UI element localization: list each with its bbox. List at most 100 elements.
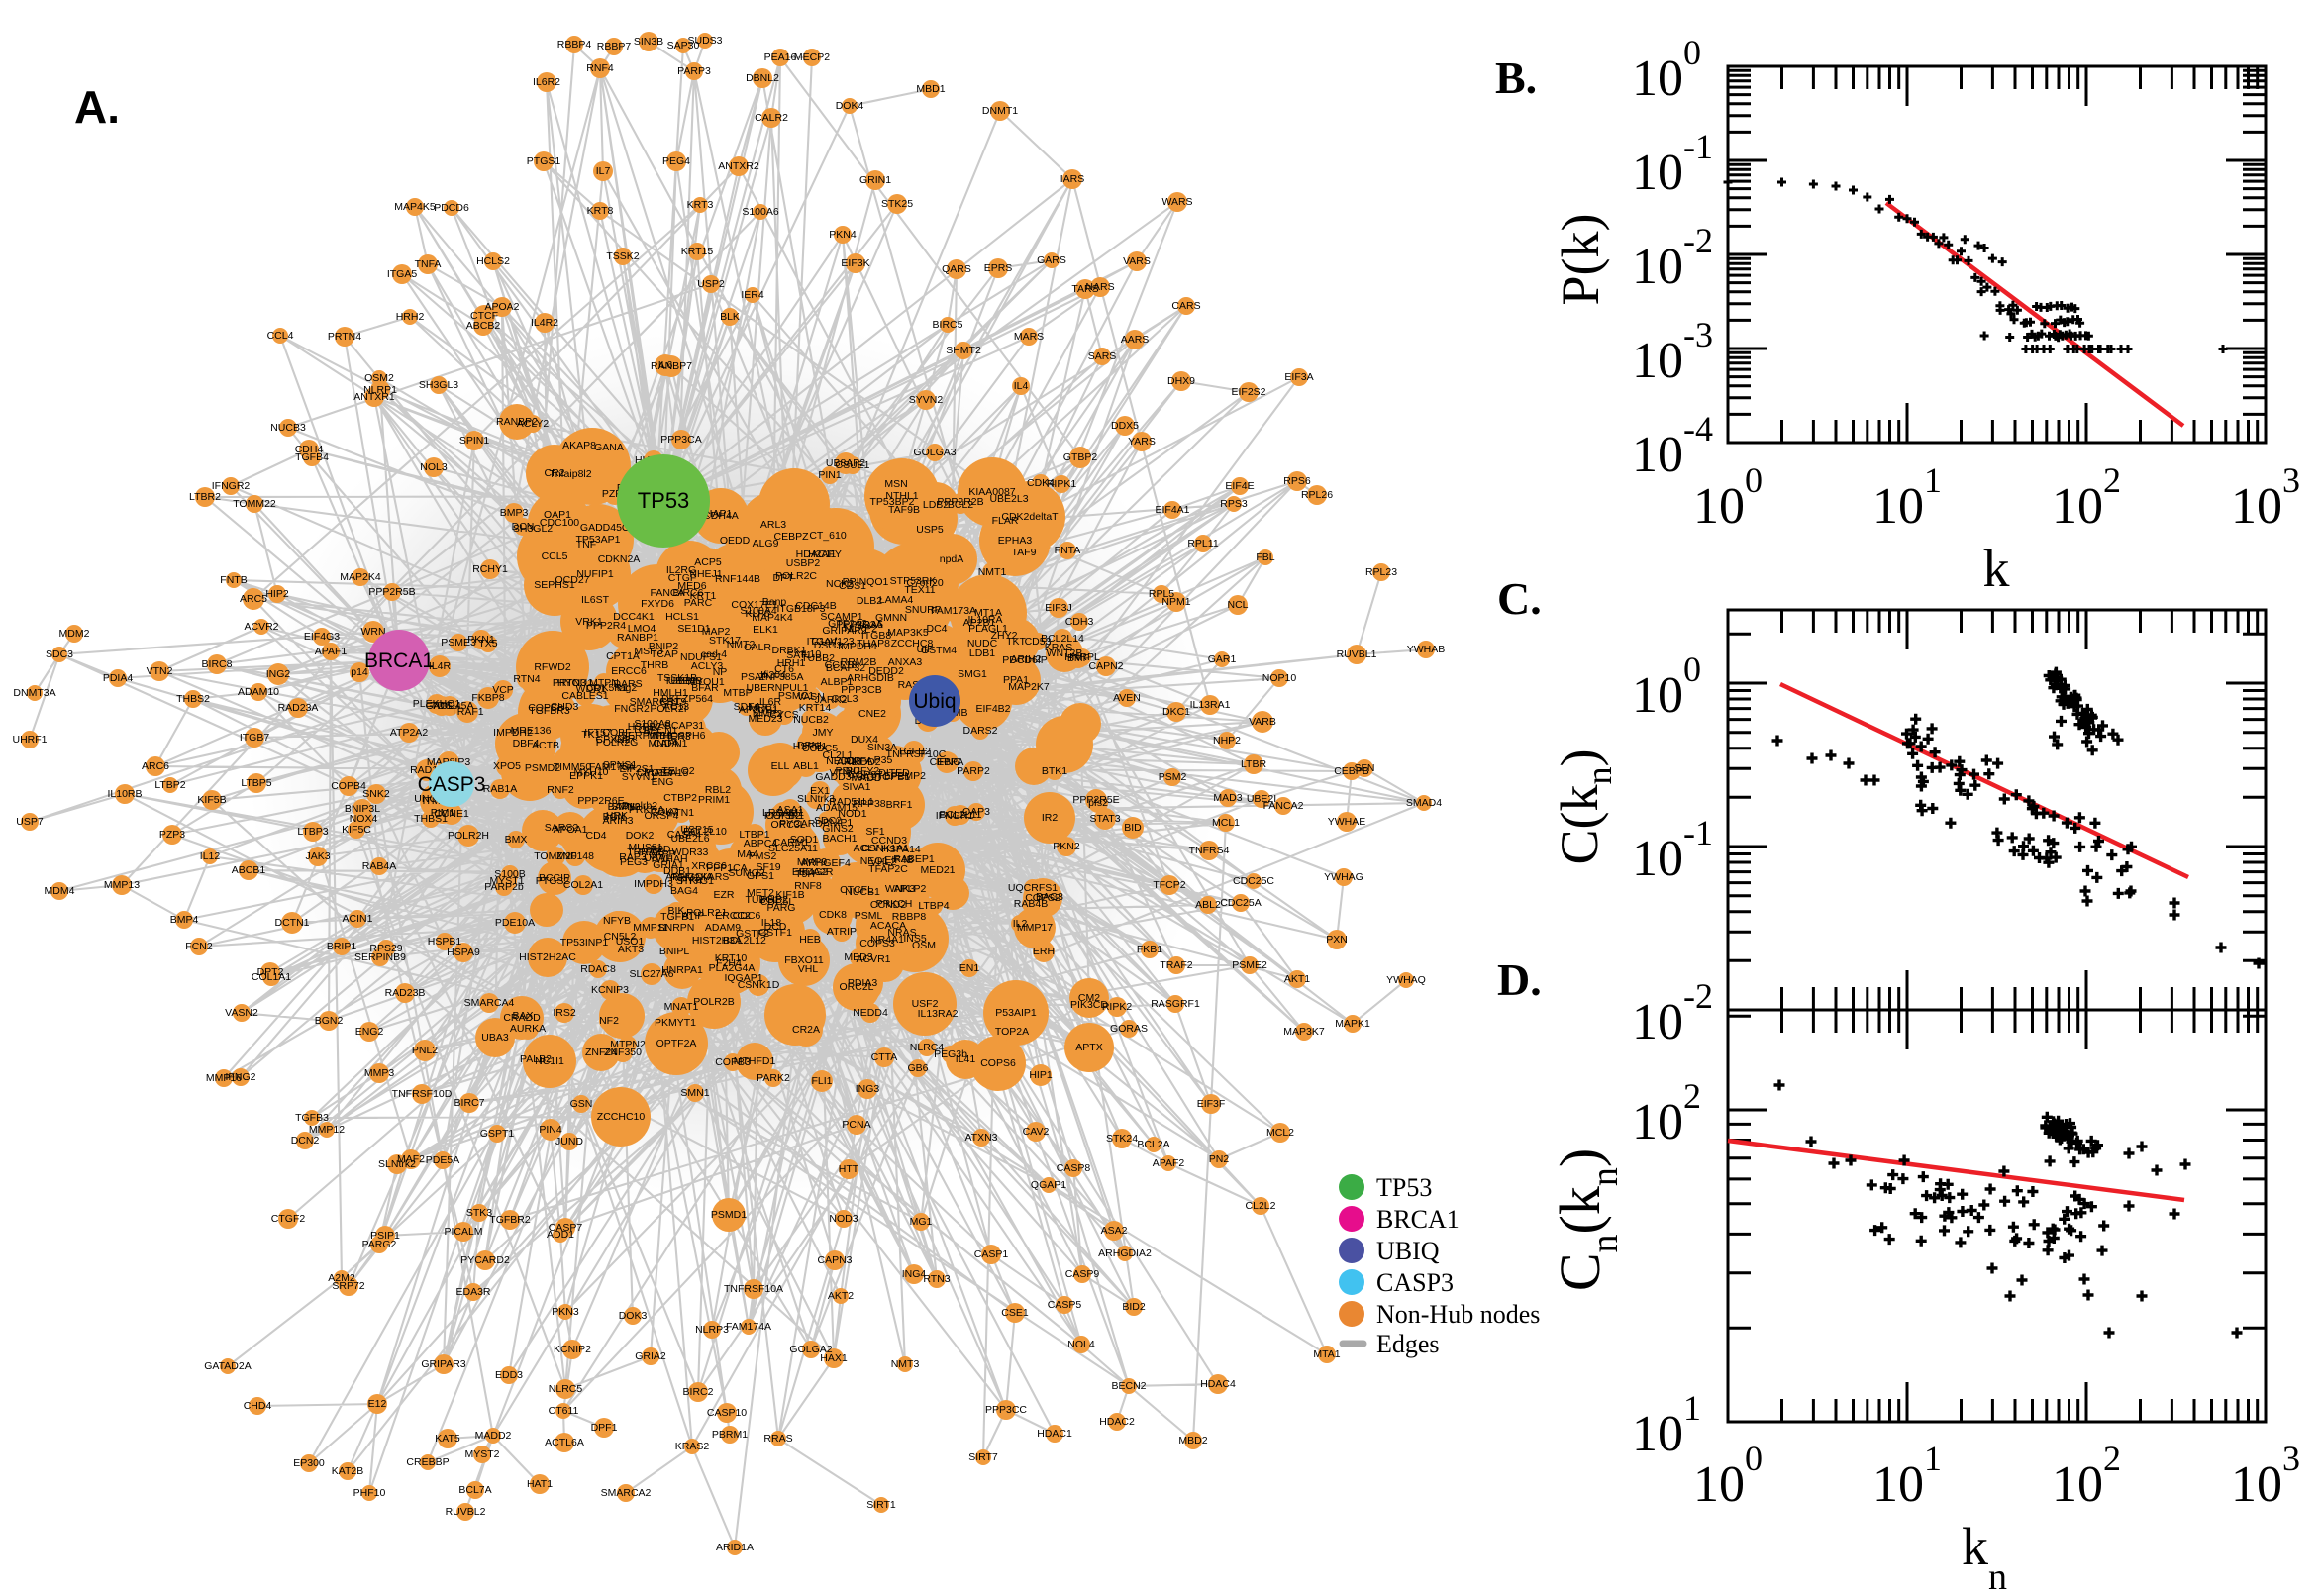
svg-text:LRSAM1: LRSAM1 [762,807,804,819]
svg-text:APOA1: APOA1 [553,824,587,836]
svg-text:MED6: MED6 [677,580,706,592]
svg-text:CTGF: CTGF [668,572,697,584]
svg-text:DUX4: DUX4 [851,734,878,746]
svg-text:YARS: YARS [1128,436,1156,448]
svg-text:HMLH1: HMLH1 [653,687,688,699]
svg-text:PIN1: PIN1 [818,469,842,481]
svg-text:ACLY3: ACLY3 [691,660,724,672]
svg-text:RAD23B: RAD23B [385,987,426,999]
svg-text:RCHY1: RCHY1 [472,563,508,575]
svg-text:TAF9: TAF9 [1012,547,1037,558]
svg-text:BMX: BMX [505,834,528,846]
svg-text:RNF4: RNF4 [586,62,614,74]
svg-text:BID2: BID2 [1122,1301,1146,1313]
svg-text:ASA2: ASA2 [1101,1225,1128,1237]
svg-text:SERPINB8: SERPINB8 [621,730,672,742]
svg-text:RPP38: RPP38 [853,798,885,810]
svg-text:ADAM10: ADAM10 [238,686,279,698]
svg-text:KRT9: KRT9 [660,696,687,708]
svg-text:EN1: EN1 [960,962,980,974]
svg-text:NHP2: NHP2 [1213,735,1241,747]
svg-text:C(kn): C(kn) [1550,749,1619,865]
svg-text:PSML: PSML [855,910,883,922]
svg-text:KARS: KARS [701,871,730,883]
svg-text:NFYB: NFYB [603,915,631,927]
svg-text:TFCP2: TFCP2 [1153,879,1185,891]
svg-text:MMP16: MMP16 [206,1072,242,1084]
svg-text:GADD45A: GADD45A [425,700,473,712]
svg-text:STAT3: STAT3 [1089,813,1120,825]
svg-text:HEB: HEB [799,934,821,946]
svg-text:MSH3: MSH3 [634,646,662,657]
svg-text:MYST1: MYST1 [489,875,524,887]
svg-text:GSPT1: GSPT1 [480,1128,515,1140]
svg-text:DKC1: DKC1 [1162,706,1190,718]
svg-text:MTPN: MTPN [589,677,619,689]
svg-text:BRCA1: BRCA1 [364,649,434,672]
svg-text:ELL: ELL [771,760,790,772]
svg-text:FLI1: FLI1 [811,1075,832,1087]
svg-text:EIF4E: EIF4E [1225,480,1254,492]
svg-text:POLR2H: POLR2H [448,830,489,842]
svg-text:UBA1: UBA1 [644,852,671,864]
svg-text:NEDD8: NEDD8 [826,755,861,767]
svg-text:ARC5: ARC5 [240,593,267,605]
svg-text:PLA2G4A: PLA2G4A [709,962,756,974]
svg-text:YWHAE: YWHAE [1328,816,1366,828]
svg-text:ENG2: ENG2 [355,1026,384,1038]
svg-text:MSN: MSN [884,478,907,490]
svg-text:ABL1: ABL1 [793,760,819,772]
svg-text:GOLGA2: GOLGA2 [789,1344,832,1355]
svg-text:BLK: BLK [720,311,740,323]
svg-text:ALBP1: ALBP1 [821,676,854,688]
svg-text:CAPN3: CAPN3 [817,1254,852,1266]
svg-text:ACTL6A: ACTL6A [545,1437,584,1448]
svg-text:KIF1B: KIF1B [775,889,804,901]
svg-text:BRIP1: BRIP1 [327,941,357,952]
svg-text:A2M2: A2M2 [328,1272,355,1284]
svg-text:CCDC5: CCDC5 [802,743,838,754]
svg-text:LDB2: LDB2 [923,499,949,511]
svg-text:RIPK1: RIPK1 [1047,478,1077,490]
svg-text:BFAR: BFAR [691,682,719,694]
svg-text:IFT57: IFT57 [584,727,612,739]
svg-text:PARG: PARG [767,902,796,914]
svg-text:MAP2K7: MAP2K7 [1008,681,1050,693]
svg-text:HCLS1: HCLS1 [665,611,699,623]
svg-text:RRM2: RRM2 [670,872,700,884]
svg-text:RAP3: RAP3 [619,851,647,863]
svg-text:SYVN2: SYVN2 [909,394,944,406]
svg-text:TUBB2: TUBB2 [801,652,835,664]
svg-text:TGFBR2: TGFBR2 [489,1214,531,1226]
svg-text:F2H4: F2H4 [716,957,742,969]
svg-text:VHL: VHL [798,963,819,975]
svg-text:MYST2: MYST2 [464,1448,499,1460]
svg-text:ITGAV: ITGAV [807,636,838,648]
svg-text:ADD1: ADD1 [547,1229,574,1241]
svg-text:VARS: VARS [1123,255,1151,267]
svg-text:PIN4: PIN4 [539,1124,562,1136]
svg-text:EIF2S2: EIF2S2 [1231,386,1265,398]
svg-text:MMP12: MMP12 [309,1124,345,1136]
svg-text:BCAP31: BCAP31 [664,720,704,732]
svg-text:SARS: SARS [1088,350,1117,362]
svg-text:SDF4: SDF4 [734,701,760,713]
svg-text:PN2: PN2 [1209,1153,1230,1165]
svg-text:IFNGR2: IFNGR2 [212,480,251,492]
svg-text:VCP: VCP [492,684,514,696]
svg-text:CYCS: CYCS [769,709,798,721]
svg-text:BCAP32: BCAP32 [826,662,865,674]
svg-text:PDCD6IP: PDCD6IP [1002,654,1048,666]
svg-text:RRAS: RRAS [763,1433,792,1445]
svg-text:TRRAP: TRRAP [627,847,662,858]
svg-text:MMP9: MMP9 [797,856,827,868]
svg-text:CAPN2: CAPN2 [1088,660,1123,672]
svg-text:HNRPA1: HNRPA1 [661,964,703,976]
svg-text:p14: p14 [351,666,368,678]
svg-text:PARK2: PARK2 [757,1072,790,1084]
svg-text:UBE2I: UBE2I [1247,793,1276,805]
svg-text:IL2RG: IL2RG [666,564,696,576]
svg-text:LMO4: LMO4 [628,623,656,635]
svg-text:GARS: GARS [1037,254,1066,266]
svg-text:RBBP4: RBBP4 [557,39,592,50]
